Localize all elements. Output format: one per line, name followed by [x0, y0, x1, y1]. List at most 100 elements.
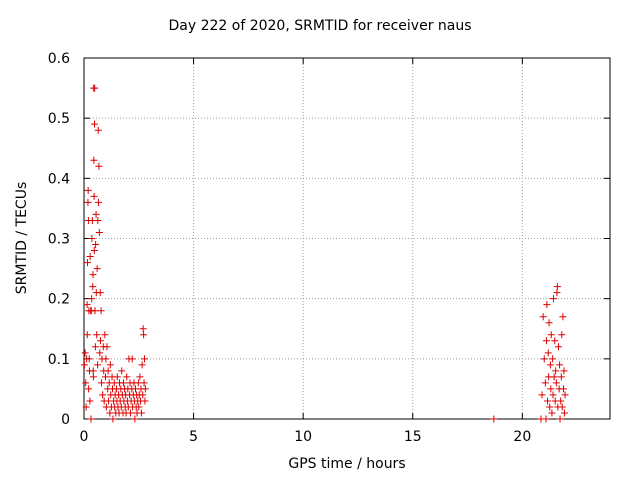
x-tick-label: 20	[513, 429, 531, 445]
data-point	[106, 409, 114, 417]
y-tick-label: 0.4	[48, 171, 70, 187]
data-point	[549, 391, 557, 399]
data-point	[86, 253, 94, 261]
data-point	[558, 403, 566, 411]
data-point	[553, 283, 561, 291]
data-point	[82, 403, 90, 411]
data-point	[540, 355, 548, 363]
data-point	[91, 343, 99, 351]
data-point	[104, 367, 112, 375]
data-point	[548, 409, 556, 417]
data-point	[557, 373, 565, 381]
data-point	[83, 331, 91, 339]
data-point	[552, 367, 560, 375]
data-point	[546, 403, 554, 411]
data-point	[95, 228, 103, 236]
data-point	[90, 156, 98, 164]
axis-ticks: 0 5 10 15 20 0 0.1 0.2 0.3 0.4 0.5 0.6	[48, 51, 610, 445]
data-point	[558, 331, 566, 339]
data-point	[136, 373, 144, 381]
data-point	[560, 367, 568, 375]
data-point	[553, 289, 561, 297]
y-tick-label: 0.6	[48, 51, 70, 67]
data-point	[91, 307, 99, 315]
data-point	[551, 337, 559, 345]
x-tick-label: 15	[404, 429, 422, 445]
data-point	[126, 409, 134, 417]
data-point	[80, 361, 88, 369]
data-point	[556, 415, 564, 423]
x-tick-label: 5	[189, 429, 198, 445]
data-point	[90, 247, 98, 255]
data-point	[85, 355, 93, 363]
data-point	[93, 331, 101, 339]
data-point	[545, 319, 553, 327]
data-point	[561, 391, 569, 399]
data-point	[90, 192, 98, 200]
data-point	[94, 198, 102, 206]
data-point	[140, 355, 148, 363]
y-tick-label: 0.1	[48, 352, 70, 368]
y-tick-label: 0.2	[48, 292, 70, 308]
data-point	[554, 343, 562, 351]
x-tick-label: 10	[294, 429, 312, 445]
data-point	[141, 385, 149, 393]
data-point	[135, 403, 143, 411]
data-point	[556, 361, 564, 369]
data-point	[84, 198, 92, 206]
data-point	[118, 367, 126, 375]
data-point	[83, 301, 91, 309]
data-point	[131, 415, 139, 423]
data-point	[139, 325, 147, 333]
data-point	[101, 331, 109, 339]
data-point	[541, 379, 549, 387]
data-point	[140, 331, 148, 339]
data-point	[96, 349, 104, 357]
data-point	[92, 241, 100, 249]
grid-lines	[84, 58, 610, 419]
data-point	[109, 415, 117, 423]
data-point	[91, 84, 99, 92]
data-point	[123, 373, 131, 381]
data-point	[539, 313, 547, 321]
y-tick-label: 0.5	[48, 111, 70, 127]
data-point	[119, 379, 127, 387]
data-point	[94, 126, 102, 134]
y-axis-label: SRMTID / TECUs	[14, 181, 30, 295]
data-point	[89, 367, 97, 375]
data-point	[84, 259, 92, 267]
data-point	[101, 373, 109, 381]
data-point	[138, 361, 146, 369]
data-point	[98, 379, 106, 387]
data-point	[140, 379, 148, 387]
data-point	[139, 391, 147, 399]
data-point	[84, 186, 92, 194]
data-point	[542, 415, 550, 423]
data-point	[547, 331, 555, 339]
data-point	[93, 265, 101, 273]
data-point	[96, 337, 104, 345]
data-point	[86, 397, 94, 405]
data-point	[102, 355, 110, 363]
data-point	[94, 216, 102, 224]
data-point	[103, 343, 111, 351]
data-point	[113, 373, 121, 381]
data-point	[88, 295, 96, 303]
data-point	[94, 361, 102, 369]
data-point	[92, 210, 100, 218]
data-point	[538, 391, 546, 399]
y-tick-label: 0.3	[48, 232, 70, 248]
data-point	[544, 397, 552, 405]
data-point	[552, 379, 560, 387]
y-tick-label: 0	[61, 412, 70, 428]
data-point	[82, 379, 90, 387]
data-point	[85, 385, 93, 393]
chart-title: Day 222 of 2020, SRMTID for receiver nau…	[168, 18, 472, 34]
data-point	[549, 355, 557, 363]
data-point	[96, 289, 104, 297]
data-point	[559, 313, 567, 321]
data-point	[546, 361, 554, 369]
data-point	[91, 120, 99, 128]
data-point	[89, 283, 97, 291]
data-point	[87, 415, 95, 423]
